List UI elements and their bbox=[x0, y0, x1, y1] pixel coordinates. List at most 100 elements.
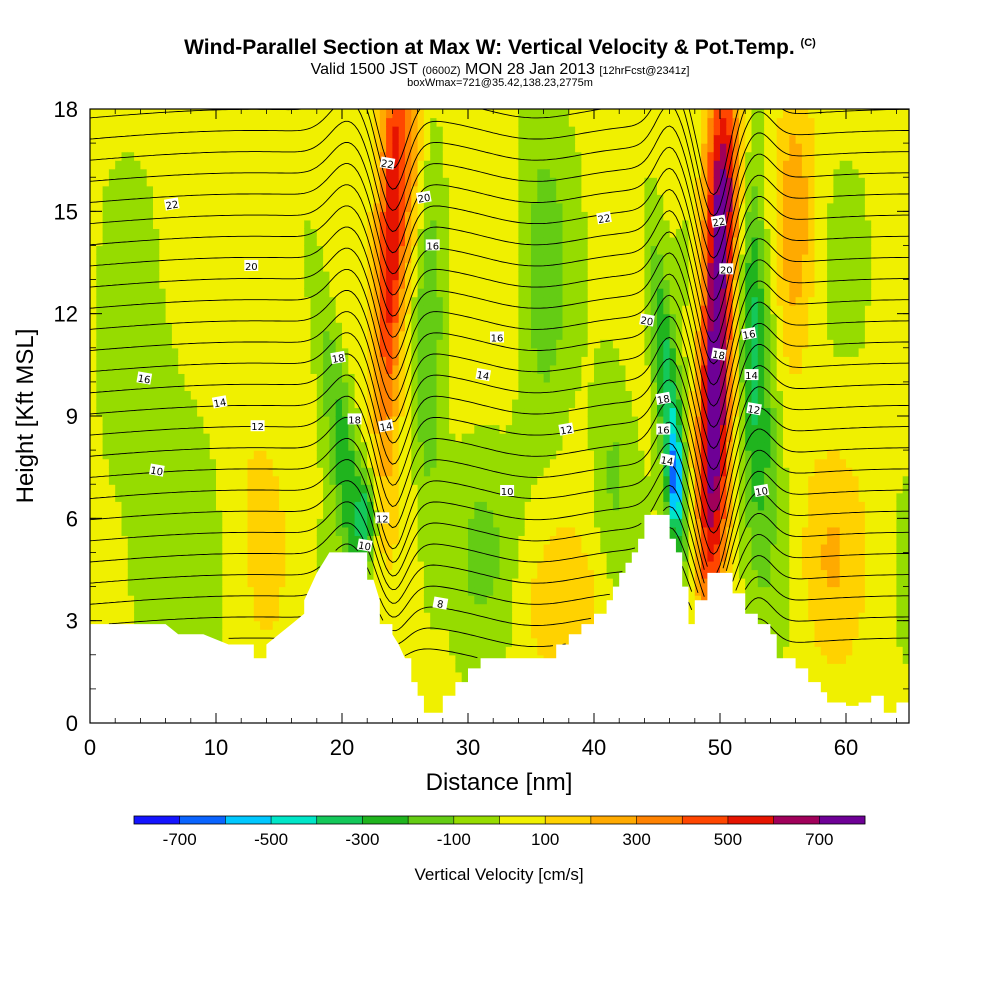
y-tick-label: 9 bbox=[66, 404, 78, 429]
x-tick-label: 40 bbox=[582, 735, 606, 760]
theta-contour-label: 22 bbox=[163, 197, 180, 212]
x-tick-label: 60 bbox=[834, 735, 858, 760]
contour-label-text: 22 bbox=[165, 199, 179, 212]
contour-label-text: 18 bbox=[331, 353, 345, 366]
contour-label-text: 10 bbox=[755, 486, 769, 499]
theta-contour-label: 8 bbox=[432, 596, 449, 611]
y-tick-label: 6 bbox=[66, 506, 78, 531]
chart-title-tag: (C) bbox=[800, 37, 816, 49]
contour-label-text: 14 bbox=[213, 397, 227, 410]
colorbar-swatch bbox=[134, 816, 180, 824]
contour-label-text: 18 bbox=[656, 394, 670, 407]
theta-contour-line bbox=[90, 226, 909, 365]
theta-contour-label: 16 bbox=[136, 371, 153, 386]
colorbar-swatch bbox=[179, 816, 226, 824]
contour-label-text: 16 bbox=[137, 373, 151, 386]
contour-label-text: 20 bbox=[639, 315, 653, 328]
theta-contour-line bbox=[90, 395, 909, 534]
theta-contour-line bbox=[90, 247, 909, 386]
y-axis-title: Height [Kft MSL] bbox=[12, 329, 39, 504]
colorbar-label: 500 bbox=[714, 830, 742, 849]
x-tick-label: 20 bbox=[330, 735, 354, 760]
colorbar-label: -300 bbox=[345, 830, 379, 849]
x-tick-label: 30 bbox=[456, 735, 480, 760]
theta-contour-label: 14 bbox=[378, 419, 394, 434]
theta-contour-line bbox=[228, 618, 909, 659]
theta-contour-label: 22 bbox=[379, 156, 396, 172]
colorbar-swatch bbox=[590, 816, 637, 824]
contour-label-text: 10 bbox=[501, 487, 514, 498]
colorbar-title: Vertical Velocity [cm/s] bbox=[414, 865, 583, 884]
terrain bbox=[90, 514, 909, 723]
theta-contour-label: 14 bbox=[659, 453, 676, 468]
theta-contour-label: 18 bbox=[330, 350, 346, 366]
theta-contour-line bbox=[90, 416, 909, 555]
contour-label-text: 10 bbox=[357, 541, 371, 554]
theta-contour-line bbox=[108, 597, 909, 648]
chart-title: Wind-Parallel Section at Max W: Vertical… bbox=[184, 36, 816, 59]
y-tick-label: 12 bbox=[54, 302, 78, 327]
contour-label-text: 18 bbox=[348, 415, 361, 426]
theta-contour-line bbox=[90, 142, 909, 280]
theta-contour-label: 10 bbox=[500, 485, 515, 498]
chart-subtitle-box: boxWmax=721@35.42,138.23,2775m bbox=[407, 77, 593, 89]
contour-label-text: 12 bbox=[251, 422, 264, 433]
theta-contour-label: 12 bbox=[375, 512, 390, 525]
theta-contour-line bbox=[90, 120, 909, 259]
contour-label-text: 16 bbox=[657, 426, 670, 437]
contour-label-text: 14 bbox=[379, 421, 393, 434]
theta-contour-label: 18 bbox=[347, 413, 362, 426]
contour-label-text: 12 bbox=[376, 514, 389, 525]
contour-label-text: 14 bbox=[745, 371, 758, 382]
theta-contour-label: 12 bbox=[558, 422, 575, 438]
colorbar-swatch bbox=[271, 816, 318, 824]
colorbar-label: 300 bbox=[622, 830, 650, 849]
colorbar-swatch bbox=[225, 816, 272, 824]
theta-contour-line bbox=[90, 268, 909, 407]
contour-label-text: 18 bbox=[711, 350, 725, 363]
y-tick-label: 18 bbox=[54, 97, 78, 122]
theta-contour-label: 22 bbox=[710, 214, 727, 230]
theta-contour-label: 10 bbox=[149, 463, 165, 479]
colorbar-label: -500 bbox=[254, 830, 288, 849]
theta-contour-label: 14 bbox=[211, 395, 228, 410]
contour-label-text: 22 bbox=[380, 159, 394, 172]
theta-contour-label: 10 bbox=[753, 483, 770, 499]
x-tick-label: 50 bbox=[708, 735, 732, 760]
contour-label-text: 20 bbox=[245, 262, 258, 273]
contour-label-text: 12 bbox=[559, 425, 573, 438]
theta-contour-label: 18 bbox=[710, 347, 727, 363]
chart-subtitle: Valid 1500 JST (0600Z) MON 28 Jan 2013 [… bbox=[0, 61, 1000, 79]
colorbar-swatch bbox=[773, 816, 820, 824]
x-axis-title: Distance [nm] bbox=[426, 769, 573, 796]
theta-contour-line bbox=[90, 332, 909, 471]
contour-label-text: 14 bbox=[660, 455, 674, 468]
theta-contour-line bbox=[90, 353, 909, 492]
theta-contour-label: 16 bbox=[656, 423, 671, 437]
theta-contour-label: 20 bbox=[719, 263, 734, 276]
theta-contour-line bbox=[90, 184, 909, 323]
theta-contour-line bbox=[90, 163, 909, 301]
colorbar-swatch bbox=[545, 816, 592, 824]
contour-label-text: 12 bbox=[747, 404, 761, 417]
theta-contour-label: 20 bbox=[639, 313, 655, 328]
colorbar: -700 -500 -300 -100 100 300 500 700 bbox=[133, 815, 866, 849]
colorbar-swatch bbox=[819, 816, 866, 824]
contour-label-text: 16 bbox=[742, 329, 756, 342]
theta-contour-label: 14 bbox=[744, 369, 759, 382]
colorbar-swatch bbox=[682, 816, 729, 824]
theta-contour-label: 16 bbox=[490, 331, 504, 345]
contour-label-text: 14 bbox=[476, 370, 490, 383]
colorbar-swatch bbox=[316, 816, 363, 824]
theta-contour-line bbox=[90, 438, 909, 573]
colorbar-swatch bbox=[453, 816, 500, 824]
contour-label-text: 22 bbox=[712, 217, 726, 230]
theta-contour-line bbox=[90, 501, 909, 597]
contour-label-text: 16 bbox=[426, 241, 439, 252]
theta-contour-label: 10 bbox=[356, 538, 373, 554]
theta-contour-label: 14 bbox=[475, 367, 492, 383]
y-tick-label: 15 bbox=[54, 199, 78, 224]
contour-label-text: 16 bbox=[491, 334, 504, 345]
subtitle-forecast: [12hrFcst@2341z] bbox=[599, 65, 690, 77]
